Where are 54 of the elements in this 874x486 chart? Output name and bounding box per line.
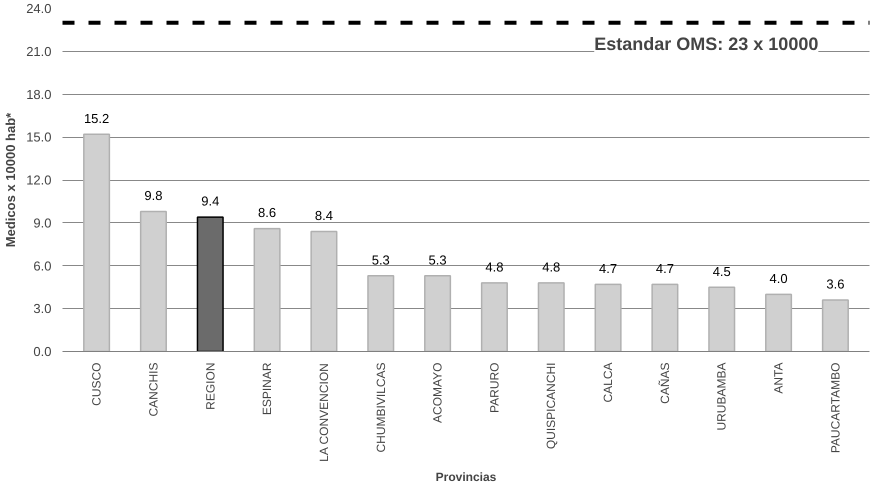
data-label: 15.2 [84, 110, 110, 126]
ref-line-label: Estandar OMS: 23 x 10000 [594, 34, 818, 54]
data-label: 3.6 [826, 276, 844, 292]
x-tick-label: CAÑAS [658, 362, 672, 404]
x-tick-label: ANTA [772, 362, 786, 394]
bar [765, 294, 792, 352]
bar [594, 284, 622, 352]
y-tick-label: 24.0 [26, 1, 52, 16]
bar [83, 134, 110, 352]
x-tick-label: LA CONVENCION [316, 363, 331, 462]
data-label: 4.8 [542, 259, 560, 274]
data-label: 8.6 [258, 205, 276, 220]
data-label: 4.0 [770, 270, 788, 286]
data-label: 4.8 [485, 259, 504, 274]
data-label: 5.3 [428, 252, 447, 268]
y-axis-title: Medicos x 10000 hab* [3, 112, 18, 248]
y-tick-label: 6.0 [33, 258, 52, 274]
y-tick-label: 15.0 [26, 130, 52, 145]
bar [140, 210, 167, 352]
x-tick-label: CANCHIS [146, 362, 160, 417]
data-label: 9.4 [201, 194, 220, 209]
data-label: 5.3 [372, 252, 390, 268]
x-tick-label: REGION [203, 362, 218, 410]
x-tick-label: CUSCO [90, 362, 104, 406]
bar [254, 228, 281, 352]
y-tick-label: 0.0 [33, 344, 52, 359]
data-label: 4.7 [656, 260, 674, 276]
y-tick-label: 9.0 [33, 215, 52, 230]
x-tick-label: CALCA [601, 362, 616, 403]
y-tick-label: 3.0 [33, 301, 52, 316]
bar [708, 286, 736, 352]
x-tick-label: CHUMBIVILCAS [374, 362, 388, 453]
x-tick-label: ESPINAR [260, 362, 274, 416]
x-axis-title: Provincias [436, 470, 497, 484]
x-tick-label: URUBAMBA [714, 362, 729, 431]
y-tick-label: 21.0 [26, 44, 52, 59]
x-tick-label: PARURO [487, 362, 502, 413]
y-tick-label: 18.0 [26, 86, 52, 102]
y-tick-label: 12.0 [26, 172, 52, 188]
x-tick-label: PAUCARTAMBO [828, 362, 842, 454]
x-tick-label: QUISPICANCHI [544, 362, 558, 450]
data-label: 4.7 [599, 260, 618, 276]
bar [310, 230, 338, 352]
data-label: 9.8 [144, 188, 162, 204]
data-label: 4.5 [712, 264, 731, 279]
bar [196, 216, 224, 352]
bar [538, 282, 565, 352]
bar [480, 282, 508, 352]
data-label: 8.4 [314, 208, 333, 224]
bar [367, 275, 394, 352]
bar [822, 299, 849, 352]
bar [424, 275, 452, 352]
x-tick-label: ACOMAYO [430, 362, 445, 423]
bar [651, 284, 678, 352]
